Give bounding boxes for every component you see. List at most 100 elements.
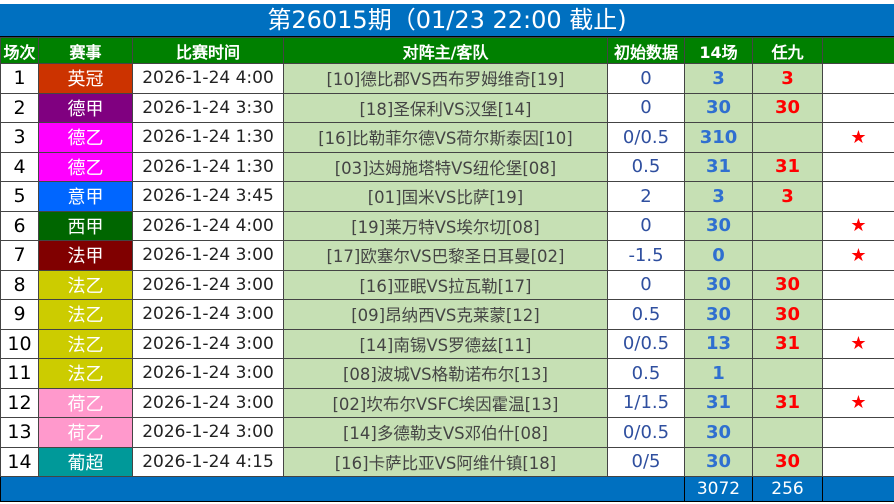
match-number: 6 <box>0 210 39 241</box>
pick-14: 30 <box>684 210 753 241</box>
match-time: 2026-1-24 1:30 <box>132 122 284 153</box>
match-time: 2026-1-24 3:45 <box>132 181 284 212</box>
match-number: 14 <box>0 446 39 477</box>
match-number: 8 <box>0 269 39 300</box>
initial-odds: 0/0.5 <box>607 328 685 359</box>
league-badge: 葡超 <box>38 446 133 477</box>
league-badge: 法乙 <box>38 269 133 300</box>
match-teams: [14]多德勒支VS邓伯什[08] <box>283 417 608 448</box>
page-title: 第26015期（01/23 22:00 截止) <box>0 4 894 37</box>
table-row: 1 英冠 2026-1-24 4:00 [10]德比郡VS西布罗姆维奇[19] 0 3 3 <box>0 63 894 94</box>
initial-odds: 2 <box>607 181 685 212</box>
pick-14: 13 <box>684 328 753 359</box>
match-time: 2026-1-24 3:00 <box>132 387 284 418</box>
star-icon <box>822 446 894 477</box>
table-row: 13 荷乙 2026-1-24 3:00 [14]多德勒支VS邓伯什[08] 0/0.5… <box>0 417 894 448</box>
match-number: 5 <box>0 181 39 212</box>
pick-r9: 30 <box>752 92 823 123</box>
footer-blank <box>0 476 685 502</box>
match-teams: [14]南锡VS罗德兹[11] <box>283 328 608 359</box>
initial-odds: 0/0.5 <box>607 122 685 153</box>
league-badge: 意甲 <box>38 181 133 212</box>
table-row: 7 法甲 2026-1-24 3:00 [17]欧塞尔VS巴黎圣日耳曼[02] -1.5… <box>0 240 894 271</box>
league-badge: 荷乙 <box>38 417 133 448</box>
pick-14: 31 <box>684 387 753 418</box>
star-icon <box>822 269 894 300</box>
initial-odds: 0/0.5 <box>607 417 685 448</box>
match-teams: [18]圣保利VS汉堡[14] <box>283 92 608 123</box>
league-badge: 德乙 <box>38 151 133 182</box>
header-cell: 初始数据 <box>607 37 685 64</box>
initial-odds: 0.5 <box>607 358 685 389</box>
match-teams: [02]坎布尔VSFC埃因霍温[13] <box>283 387 608 418</box>
table-row: 4 德乙 2026-1-24 1:30 [03]达姆施塔特VS纽伦堡[08] 0.5 31… <box>0 151 894 182</box>
match-time: 2026-1-24 4:00 <box>132 210 284 241</box>
initial-odds: 0.5 <box>607 151 685 182</box>
match-time: 2026-1-24 4:00 <box>132 63 284 94</box>
league-badge: 法乙 <box>38 358 133 389</box>
match-number: 10 <box>0 328 39 359</box>
match-number: 1 <box>0 63 39 94</box>
league-badge: 法乙 <box>38 328 133 359</box>
pick-14: 3 <box>684 181 753 212</box>
pick-r9: 3 <box>752 181 823 212</box>
pick-r9 <box>752 358 823 389</box>
league-badge: 荷乙 <box>38 387 133 418</box>
star-icon: ★ <box>822 387 894 418</box>
initial-odds: 0.5 <box>607 299 685 330</box>
pick-r9: 31 <box>752 387 823 418</box>
match-time: 2026-1-24 3:00 <box>132 417 284 448</box>
table-row: 10 法乙 2026-1-24 3:00 [14]南锡VS罗德兹[11] 0/0.5 13… <box>0 328 894 359</box>
total-r9: 256 <box>752 476 823 502</box>
initial-odds: -1.5 <box>607 240 685 271</box>
header-cell <box>822 37 894 64</box>
match-teams: [10]德比郡VS西布罗姆维奇[19] <box>283 63 608 94</box>
header-row: 场次 赛事 比赛时间 对阵主/客队 初始数据 14场 任九 <box>0 37 894 64</box>
pick-r9: 30 <box>752 446 823 477</box>
pick-r9: 3 <box>752 63 823 94</box>
initial-odds: 0 <box>607 92 685 123</box>
league-badge: 德甲 <box>38 92 133 123</box>
pick-14: 30 <box>684 446 753 477</box>
match-number: 9 <box>0 299 39 330</box>
match-time: 2026-1-24 3:00 <box>132 328 284 359</box>
header-cell: 场次 <box>0 37 39 64</box>
match-time: 2026-1-24 3:30 <box>132 92 284 123</box>
match-teams: [16]比勒菲尔德VS荷尔斯泰因[10] <box>283 122 608 153</box>
match-time: 2026-1-24 3:00 <box>132 240 284 271</box>
star-icon <box>822 151 894 182</box>
pick-r9: 30 <box>752 299 823 330</box>
pick-14: 31 <box>684 151 753 182</box>
match-teams: [03]达姆施塔特VS纽伦堡[08] <box>283 151 608 182</box>
star-icon <box>822 417 894 448</box>
pick-r9 <box>752 210 823 241</box>
match-number: 12 <box>0 387 39 418</box>
match-time: 2026-1-24 3:00 <box>132 299 284 330</box>
pick-r9 <box>752 240 823 271</box>
pick-r9: 31 <box>752 151 823 182</box>
match-number: 2 <box>0 92 39 123</box>
star-icon <box>822 181 894 212</box>
table-row: 6 西甲 2026-1-24 4:00 [19]莱万特VS埃尔切[08] 0 30 ★ <box>0 210 894 241</box>
match-time: 2026-1-24 1:30 <box>132 151 284 182</box>
pick-14: 30 <box>684 92 753 123</box>
initial-odds: 1/1.5 <box>607 387 685 418</box>
match-number: 4 <box>0 151 39 182</box>
pick-r9 <box>752 122 823 153</box>
match-number: 11 <box>0 358 39 389</box>
match-teams: [19]莱万特VS埃尔切[08] <box>283 210 608 241</box>
match-time: 2026-1-24 3:00 <box>132 269 284 300</box>
initial-odds: 0/5 <box>607 446 685 477</box>
match-number: 3 <box>0 122 39 153</box>
match-teams: [09]昂纳西VS克莱蒙[12] <box>283 299 608 330</box>
match-time: 2026-1-24 3:00 <box>132 358 284 389</box>
league-badge: 英冠 <box>38 63 133 94</box>
match-number: 13 <box>0 417 39 448</box>
footer-row: 3072 256 <box>0 476 894 502</box>
star-icon: ★ <box>822 122 894 153</box>
pick-14: 0 <box>684 240 753 271</box>
star-icon <box>822 358 894 389</box>
match-teams: [17]欧塞尔VS巴黎圣日耳曼[02] <box>283 240 608 271</box>
star-icon <box>822 63 894 94</box>
pick-14: 30 <box>684 269 753 300</box>
